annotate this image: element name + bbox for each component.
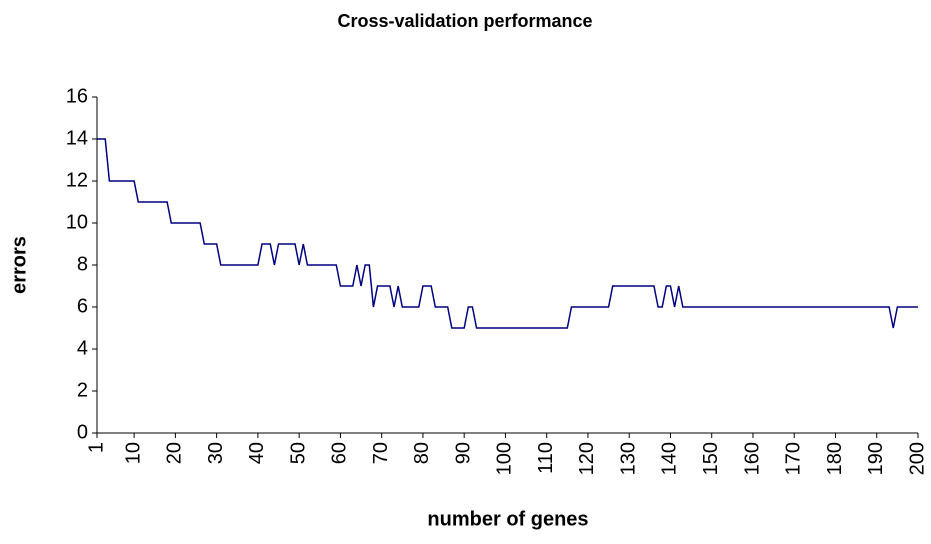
x-tick-label: 130 bbox=[617, 442, 639, 475]
x-tick-label: 80 bbox=[411, 442, 433, 464]
x-tick-label: 50 bbox=[287, 442, 309, 464]
x-tick-label: 20 bbox=[164, 442, 186, 464]
y-tick-label: 14 bbox=[66, 127, 88, 149]
y-tick-label: 8 bbox=[77, 253, 88, 275]
x-tick-label: 110 bbox=[535, 442, 557, 474]
x-tick-label: 90 bbox=[452, 442, 474, 464]
x-tick-label: 70 bbox=[370, 442, 392, 464]
y-tick-label: 10 bbox=[66, 211, 88, 233]
chart-title: Cross-validation performance bbox=[337, 11, 592, 31]
x-tick-label: 140 bbox=[659, 442, 681, 475]
y-tick-label: 0 bbox=[77, 421, 88, 443]
x-tick-label: 30 bbox=[205, 442, 227, 464]
x-tick-label: 170 bbox=[783, 442, 805, 475]
y-tick-label: 12 bbox=[66, 169, 88, 191]
x-tick-label: 40 bbox=[246, 442, 268, 464]
y-tick-label: 6 bbox=[77, 295, 88, 317]
y-tick-label: 16 bbox=[66, 85, 88, 107]
y-tick-label: 2 bbox=[77, 379, 88, 401]
y-tick-label: 4 bbox=[77, 337, 88, 359]
x-tick-label: 190 bbox=[865, 442, 887, 475]
x-tick-label: 1 bbox=[85, 442, 107, 453]
x-tick-label: 10 bbox=[122, 442, 144, 464]
x-tick-label: 150 bbox=[700, 442, 722, 475]
x-tick-label: 200 bbox=[906, 442, 928, 475]
data-line bbox=[97, 138, 918, 329]
x-tick-label: 60 bbox=[329, 442, 351, 464]
x-tick-label: 120 bbox=[576, 442, 598, 475]
x-tick-label: 180 bbox=[824, 442, 846, 475]
x-tick-label: 100 bbox=[494, 442, 516, 475]
x-tick-label: 160 bbox=[741, 442, 763, 475]
x-axis-label: number of genes bbox=[427, 508, 588, 530]
y-axis-label: errors bbox=[8, 236, 30, 294]
